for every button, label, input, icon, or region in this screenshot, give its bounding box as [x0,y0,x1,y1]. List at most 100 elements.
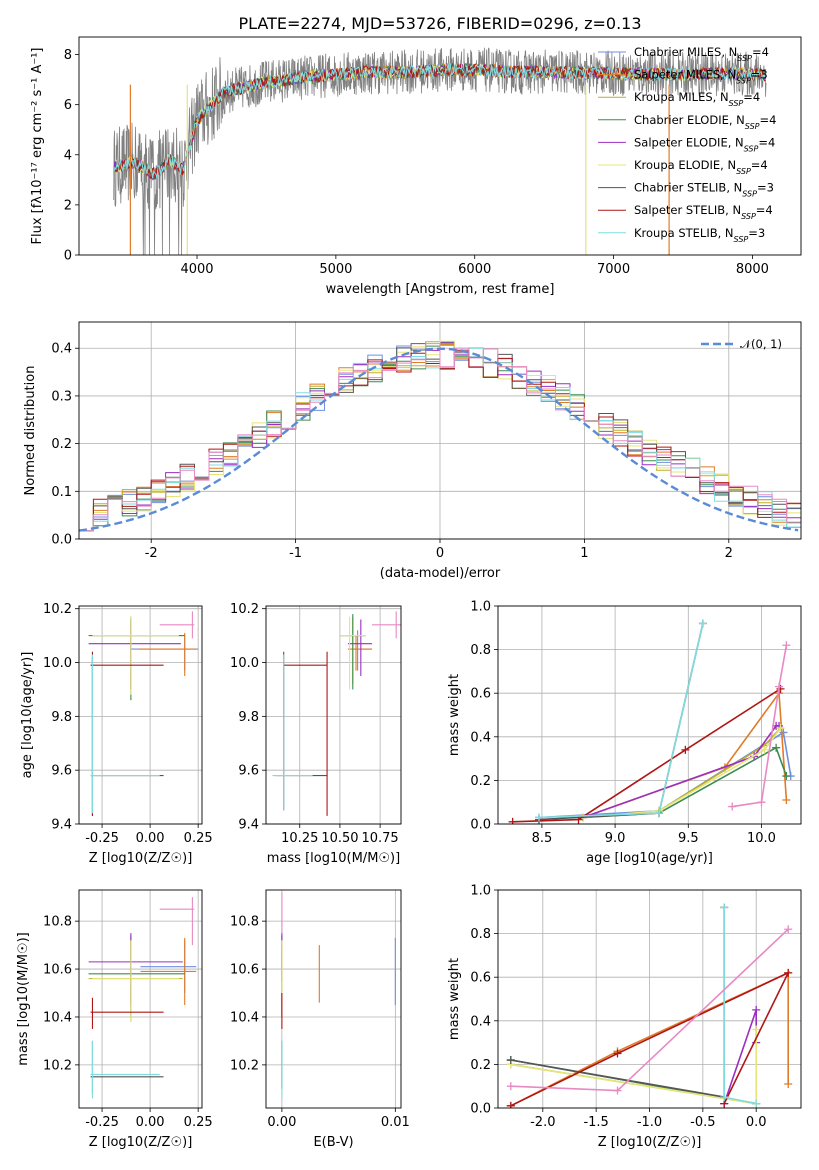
y-tick-label: 0.4 [470,730,491,745]
x-tick-label: 0.25 [184,831,213,846]
x-tick-label: 10.25 [281,831,318,846]
plot-area [508,619,795,824]
y-tick-label: 0.0 [470,818,491,833]
y-tick-label: 0.1 [51,485,72,500]
weight-marker [757,798,766,807]
weight-marker [776,724,785,733]
y-axis-label: mass weight [447,674,462,756]
y-tick-label: 1.0 [470,600,491,615]
x-tick-label: 2 [725,546,733,561]
plot-area [272,611,401,816]
weight-line [538,623,704,821]
x-tick-label: 4000 [180,262,213,277]
legend-label: 𝒩(0, 1) [740,337,782,351]
weight-marker [506,1082,515,1091]
panel-spectrum: 4000 5000 6000 7000 8000 0 2 4 6 8 wavelength [Ang… [30,36,802,297]
legend-label: Salpeter MILES, NSSP=3 [634,68,768,86]
legend-label: Chabrier ELODIE, NSSP=4 [634,113,776,131]
y-tick-label: 0.0 [51,533,72,548]
legend-tail: =4 [760,113,777,127]
y-tick-label: 9.4 [51,818,72,833]
x-tick-label: 8.5 [532,831,553,846]
x-tick-label: -0.25 [85,1115,119,1130]
y-tick-label: 10.6 [43,963,72,978]
y-tick-label: 0.8 [470,927,491,942]
y-tick-label: 0.3 [51,389,72,404]
axes-frame [265,889,402,1109]
weight-marker [752,1099,761,1108]
weight-marker [574,815,583,824]
y-tick-label: 2 [64,198,72,213]
x-tick-label: -0.25 [85,831,119,846]
y-tick-label: 0.4 [51,342,72,357]
y-tick-label: 10.2 [43,602,72,617]
weight-marker [506,1101,515,1108]
x-axis-label: wavelength [Angstrom, rest frame] [326,282,555,297]
x-axis-label: mass [log10(M/M☉)] [267,851,400,866]
y-tick-label: 0.0 [470,1102,491,1117]
weight-line [538,731,792,819]
weight-marker [508,817,517,824]
axes-frame [78,321,802,540]
weight-marker [784,1080,793,1089]
y-tick-label: 10.8 [43,915,72,930]
x-tick-label: 0.00 [136,1115,165,1130]
y-tick-label: 10.2 [230,602,259,617]
weight-marker [782,796,791,805]
plot-area [79,340,801,532]
y-tick-label: 0.4 [470,1014,491,1029]
x-tick-label: -2.0 [530,1115,555,1130]
weight-line [723,907,757,1105]
y-tick-label: 1.0 [470,884,491,899]
x-axis-label: Z [log10(Z/Z☉)] [598,1135,702,1150]
panel-mass_vs_Z: -0.25 0.00 0.25 10.2 10.4 10.6 10.8 Z [log10(Z/… [16,889,213,1150]
model-spectrum [113,62,767,180]
weight-marker [779,728,788,737]
panel-residuals: -2 -1 0 1 2 0.0 0.1 0.2 0.3 0.4 (data-model)/error… [23,321,802,581]
y-tick-label: 10.4 [43,1010,72,1025]
weight-line [723,1009,757,1104]
y-tick-label: 10.6 [230,963,259,978]
y-axis-label: Normed distribution [23,366,38,496]
y-tick-label: 10.2 [230,1058,259,1073]
legend-label: Kroupa STELIB, NSSP=3 [634,226,765,244]
weight-marker [775,682,784,691]
y-tick-label: 10.0 [43,656,72,671]
y-tick-label: 9.6 [238,764,259,779]
y-tick-label: 6 [64,98,72,113]
x-axis-label: Z [log10(Z/Z☉)] [89,1135,193,1150]
y-axis-label: mass [log10(M/M☉)] [16,932,31,1065]
legend-tail: =3 [757,181,774,195]
x-tick-label: -1.5 [583,1115,608,1130]
legend-label: Kroupa ELODIE, NSSP=4 [634,158,768,176]
y-tick-label: 0 [64,249,72,264]
y-axis-label: age [log10(age/yr)] [20,652,35,779]
x-tick-label: 8000 [736,262,769,277]
y-tick-label: 9.4 [238,818,259,833]
x-tick-label: 0.00 [136,831,165,846]
x-axis-label: E(B-V) [313,1135,353,1150]
weight-line [538,623,704,819]
x-tick-label: 0 [436,546,444,561]
plot-area [506,903,793,1108]
x-tick-label: -1 [289,546,302,561]
legend-label: Chabrier STELIB, NSSP=3 [634,181,774,199]
legend-tail: =4 [756,203,773,217]
y-tick-label: 10.4 [230,1010,259,1025]
plot-area [88,611,199,816]
legend-sub: SSP [741,212,756,221]
legend-tail: =4 [758,135,775,149]
y-tick-label: 0.8 [470,643,491,658]
x-tick-label: 0.00 [267,1115,296,1130]
x-axis-label: age [log10(age/yr)] [586,851,713,866]
x-tick-label: 0.25 [184,1115,213,1130]
plot-area [281,892,396,1099]
y-tick-label: 4 [64,148,72,163]
y-tick-label: 10.8 [230,915,259,930]
y-tick-label: 9.8 [238,710,259,725]
x-tick-label: -1.0 [637,1115,662,1130]
weight-marker [752,1025,761,1034]
figure-title: PLATE=2274, MJD=53726, FIBERID=0296, z=0… [238,14,641,33]
weight-marker [506,1056,515,1065]
